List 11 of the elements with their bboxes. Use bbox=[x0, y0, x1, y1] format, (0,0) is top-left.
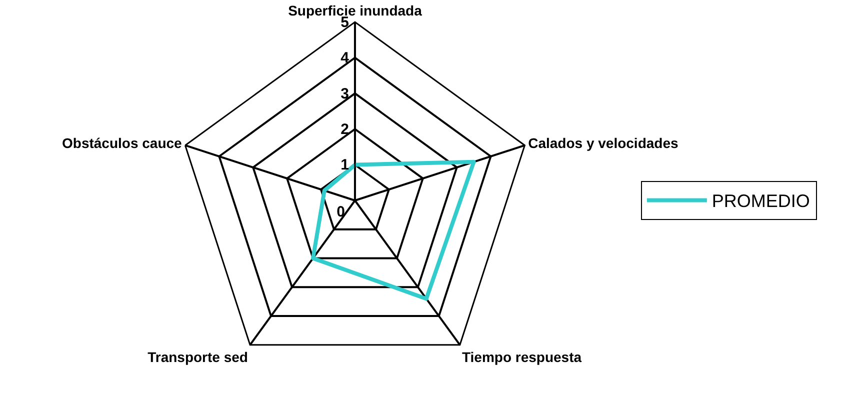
y-tick-label: 3 bbox=[340, 85, 349, 102]
spoke-label: Superficie inundada bbox=[288, 2, 422, 19]
y-tick-label: 1 bbox=[340, 156, 349, 174]
spoke-label: Obstáculos cauce bbox=[62, 135, 182, 152]
y-tick-label: 0 bbox=[336, 203, 345, 220]
spoke-label: Calados y velocidades bbox=[528, 135, 678, 152]
spoke-label: Transporte sed bbox=[148, 348, 248, 365]
y-tick-label: 2 bbox=[340, 120, 349, 138]
legend-label: PROMEDIO bbox=[712, 191, 810, 212]
y-tick-label: 4 bbox=[340, 50, 350, 67]
spoke-label: Tiempo respuesta bbox=[462, 348, 582, 365]
